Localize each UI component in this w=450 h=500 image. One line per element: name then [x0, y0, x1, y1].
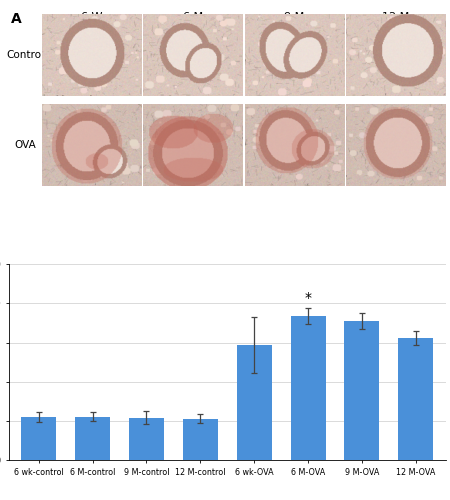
Text: *: * — [305, 290, 311, 304]
Bar — [398, 338, 433, 460]
Bar — [75, 416, 110, 460]
Text: OVA: OVA — [14, 140, 36, 150]
Bar — [344, 321, 379, 460]
Text: Control: Control — [6, 50, 45, 60]
Text: 6 W: 6 W — [81, 12, 102, 22]
Bar — [183, 418, 218, 460]
Bar — [237, 345, 272, 460]
Bar — [21, 417, 56, 460]
Text: A: A — [11, 12, 22, 26]
Bar — [291, 316, 326, 460]
Text: 6 M: 6 M — [183, 12, 203, 22]
Bar — [129, 418, 164, 460]
Text: 9 M: 9 M — [284, 12, 305, 22]
Text: 12 M: 12 M — [382, 12, 410, 22]
